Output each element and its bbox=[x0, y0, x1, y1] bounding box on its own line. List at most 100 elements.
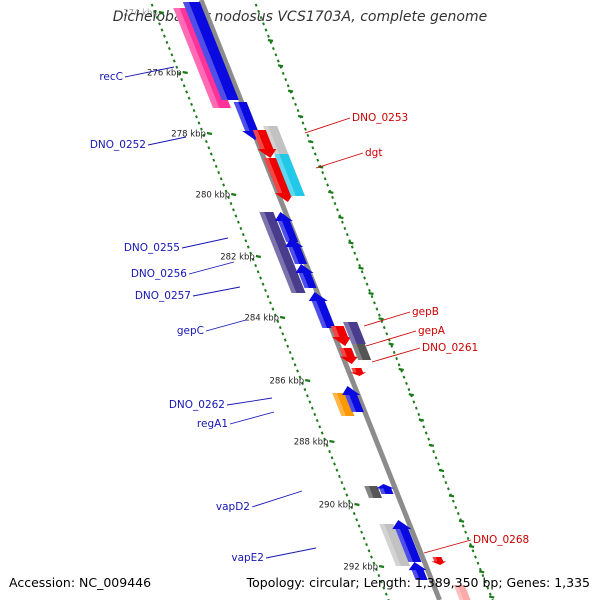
tick-dot bbox=[182, 84, 186, 88]
tick-dot bbox=[422, 425, 426, 429]
tick-dot bbox=[362, 536, 366, 540]
tick-dot bbox=[370, 555, 373, 559]
forward-gene-label: DNO_0255 bbox=[124, 242, 180, 254]
forward-gene-label: recC bbox=[99, 71, 123, 83]
scale-tick bbox=[182, 70, 188, 75]
tick-dot bbox=[172, 59, 176, 63]
scale-tick bbox=[230, 192, 237, 197]
tick-dot bbox=[192, 109, 196, 113]
tick-dot bbox=[313, 412, 317, 416]
gene-gepb-navy bbox=[343, 322, 366, 344]
tick-dot bbox=[355, 257, 359, 261]
tick-dot bbox=[175, 65, 179, 69]
tick-dot bbox=[167, 47, 171, 51]
tick-dot bbox=[262, 22, 265, 26]
gene-dno-0256 bbox=[272, 244, 306, 293]
tick-dot bbox=[486, 586, 490, 590]
tick-dot bbox=[385, 332, 389, 336]
major-tick bbox=[428, 443, 435, 447]
tick-dot bbox=[382, 586, 386, 590]
recC-upstream-gene bbox=[182, 2, 239, 100]
tick-dot bbox=[310, 406, 314, 410]
tick-dot bbox=[232, 208, 235, 212]
tick-dot bbox=[222, 183, 226, 187]
tick-dot bbox=[336, 208, 339, 212]
tick-dot bbox=[212, 158, 216, 162]
tick-dot bbox=[474, 555, 477, 559]
tick-dot bbox=[294, 102, 297, 106]
forward-gene-label: vapE2 bbox=[231, 552, 264, 564]
major-tick bbox=[438, 469, 445, 473]
gene-labels: recC DNO_0252 DNO_0255 DNO_0256 DNO_0257 gepC… bbox=[90, 66, 529, 564]
tick-dot bbox=[397, 363, 401, 367]
tick-dot bbox=[207, 146, 211, 150]
tick-dot bbox=[432, 450, 435, 454]
tick-dot bbox=[367, 549, 371, 553]
tick-dot bbox=[488, 592, 492, 596]
tick-dot bbox=[483, 580, 487, 584]
tick-dot bbox=[246, 245, 250, 249]
tick-dot bbox=[291, 96, 295, 100]
tick-dot bbox=[481, 574, 485, 578]
tick-dot bbox=[267, 34, 270, 38]
scale-label: 292 kbp bbox=[343, 563, 378, 573]
tick-dot bbox=[163, 34, 166, 38]
major-tick bbox=[328, 190, 334, 194]
tick-dot bbox=[375, 567, 378, 571]
tick-dot bbox=[284, 78, 288, 82]
scale-tick bbox=[279, 315, 286, 320]
scale-label: 288 kbp bbox=[294, 438, 329, 448]
tick-dot bbox=[377, 574, 381, 578]
tick-dot bbox=[254, 264, 258, 268]
reverse-gene-label: gepA bbox=[418, 325, 446, 337]
major-tick bbox=[388, 342, 394, 346]
tick-dot bbox=[244, 239, 248, 243]
label-leader bbox=[205, 319, 247, 332]
tick-dot bbox=[281, 71, 285, 75]
scale-label: 284 kbp bbox=[244, 314, 279, 324]
tick-dot bbox=[338, 474, 341, 478]
tick-dot bbox=[461, 524, 465, 528]
major-tick bbox=[358, 266, 364, 270]
tick-dot bbox=[357, 524, 361, 528]
tick-dot bbox=[187, 96, 191, 100]
major-tick bbox=[398, 367, 404, 371]
scale-tick bbox=[158, 10, 165, 15]
tick-dot bbox=[276, 59, 280, 63]
tick-dot bbox=[315, 419, 319, 423]
tick-dot bbox=[340, 220, 344, 224]
tick-dot bbox=[224, 189, 228, 193]
tick-dot bbox=[313, 152, 317, 156]
tick-dot bbox=[434, 456, 438, 460]
scale-tick bbox=[255, 254, 262, 259]
gene-fwd-b bbox=[285, 238, 308, 264]
gene-fwd-c bbox=[295, 264, 317, 288]
tick-dot bbox=[177, 71, 181, 75]
tick-dot bbox=[392, 350, 396, 354]
tick-dot bbox=[197, 121, 201, 125]
major-tick bbox=[418, 418, 425, 422]
tick-dot bbox=[466, 536, 470, 540]
tick-dot bbox=[296, 109, 300, 113]
tick-dot bbox=[320, 431, 324, 435]
major-tick bbox=[338, 216, 344, 220]
forward-gene-label: vapD2 bbox=[216, 501, 250, 513]
major-tick bbox=[297, 114, 304, 118]
scale-tick bbox=[378, 564, 385, 569]
tick-dot bbox=[454, 505, 458, 509]
tick-dot bbox=[291, 357, 295, 361]
gene-dno-0262 bbox=[332, 393, 355, 416]
tick-dot bbox=[305, 394, 309, 398]
tick-dot bbox=[323, 437, 327, 441]
tick-marks bbox=[150, 3, 495, 600]
tick-dot bbox=[328, 450, 331, 454]
gene-vapd2 bbox=[364, 486, 383, 498]
tick-dot bbox=[298, 375, 302, 379]
genome-summary: Topology: circular; Length: 1,389,350 bp… bbox=[246, 575, 590, 590]
tick-dot bbox=[358, 264, 362, 268]
tick-dot bbox=[264, 288, 267, 292]
tick-dot bbox=[363, 276, 366, 280]
major-tick bbox=[448, 494, 455, 498]
label-leader bbox=[304, 117, 351, 134]
tick-dot bbox=[345, 233, 349, 237]
